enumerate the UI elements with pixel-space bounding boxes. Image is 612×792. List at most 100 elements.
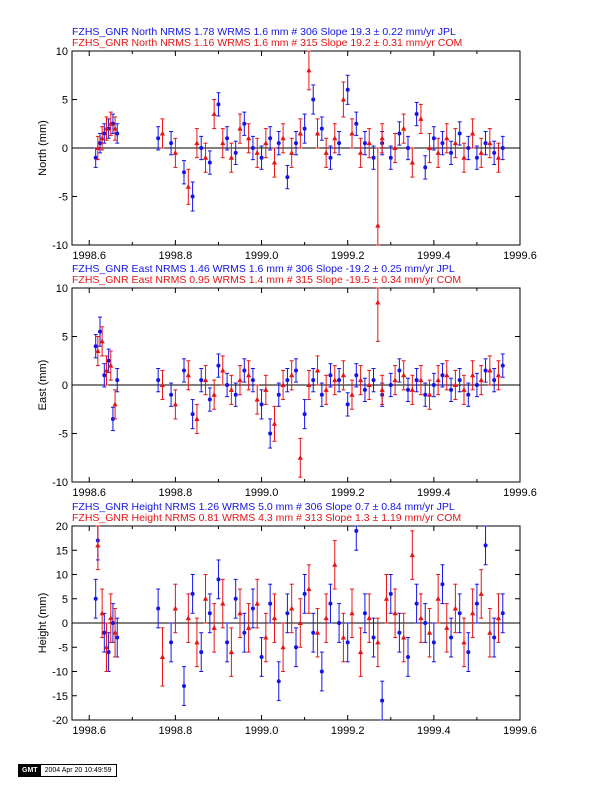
data-point	[383, 595, 390, 601]
data-point	[246, 625, 252, 630]
data-point	[169, 141, 174, 146]
data-point	[474, 601, 479, 606]
data-point	[371, 635, 376, 640]
data-point	[500, 611, 505, 616]
data-point	[289, 372, 295, 378]
data-point	[457, 611, 462, 616]
data-point	[194, 416, 200, 421]
data-point	[302, 126, 307, 131]
y-axis-label: Height (mm)	[37, 593, 49, 654]
data-point	[263, 140, 269, 146]
data-point	[93, 344, 98, 349]
data-point	[280, 382, 286, 387]
y-tick-label: 5	[62, 594, 68, 606]
data-point	[362, 611, 367, 616]
data-point	[409, 387, 415, 392]
data-point	[182, 170, 186, 175]
data-point	[159, 130, 166, 136]
data-point	[328, 601, 333, 606]
data-point	[449, 150, 454, 155]
data-point	[172, 605, 178, 611]
data-point	[102, 373, 107, 378]
x-tick-label: 1999.2	[331, 250, 365, 262]
data-point	[228, 154, 234, 160]
data-point	[470, 610, 476, 616]
data-point	[216, 363, 221, 368]
data-point	[199, 146, 204, 150]
data-point	[185, 184, 191, 189]
data-point	[95, 348, 101, 354]
y-axis-label: East (mm)	[37, 360, 49, 411]
data-point	[311, 378, 316, 383]
data-point	[406, 387, 410, 392]
data-point	[449, 387, 454, 392]
data-point	[254, 150, 260, 155]
data-point	[297, 454, 303, 460]
data-point	[93, 155, 98, 160]
data-point	[276, 679, 281, 684]
legend-entry: FZHS_GNR Height NRMS 0.81 WRMS 4.3 mm # …	[72, 512, 461, 524]
data-point	[108, 362, 114, 368]
y-tick-label: -5	[58, 642, 68, 654]
data-point	[276, 141, 281, 146]
data-point	[379, 135, 385, 141]
data-point	[207, 160, 212, 165]
data-point	[392, 377, 398, 383]
y-tick-label: 5	[62, 332, 68, 344]
data-point	[337, 141, 342, 146]
data-point	[202, 595, 209, 601]
data-point	[409, 159, 415, 165]
data-point	[345, 640, 350, 645]
data-point	[306, 67, 312, 73]
data-point	[366, 382, 372, 387]
data-point	[440, 141, 445, 146]
data-point	[220, 140, 226, 146]
data-point	[95, 542, 101, 548]
data-point	[392, 610, 398, 616]
data-point	[470, 130, 476, 136]
data-point	[478, 377, 484, 383]
series-jpl	[93, 316, 505, 449]
data-point	[418, 377, 424, 383]
data-point	[102, 131, 107, 136]
data-point	[182, 368, 186, 373]
data-point	[98, 141, 102, 146]
data-point	[199, 378, 204, 383]
data-point	[242, 121, 247, 126]
y-tick-label: -15	[52, 691, 68, 703]
data-point	[297, 620, 303, 625]
data-point	[159, 382, 166, 387]
data-point	[311, 97, 316, 102]
data-point	[207, 611, 212, 616]
data-point	[169, 640, 174, 645]
data-point	[452, 382, 458, 387]
y-tick-label: -5	[58, 192, 68, 204]
data-point	[461, 387, 467, 392]
data-point	[466, 650, 471, 655]
series-com	[95, 525, 502, 687]
data-point	[371, 378, 376, 383]
data-point	[431, 640, 436, 645]
x-tick-label: 1998.6	[72, 250, 106, 262]
data-point	[102, 630, 107, 635]
data-point	[349, 610, 355, 616]
data-point	[474, 383, 479, 387]
gmt-logo: GMT	[19, 765, 41, 776]
data-point	[337, 378, 342, 383]
data-point	[444, 135, 450, 141]
data-point	[323, 150, 329, 155]
x-tick-label: 1999.0	[245, 487, 279, 499]
data-point	[388, 155, 393, 160]
data-point	[246, 372, 252, 378]
data-point	[340, 372, 346, 378]
x-tick-label: 1998.8	[159, 250, 193, 262]
data-point	[194, 639, 200, 645]
data-point	[250, 378, 255, 383]
data-point	[435, 377, 441, 383]
x-tick-label: 1998.6	[72, 725, 106, 737]
data-point	[375, 639, 381, 645]
data-point	[199, 650, 204, 655]
legend-entry: FZHS_GNR North NRMS 1.16 WRMS 1.6 mm # 3…	[72, 37, 462, 49]
data-point	[314, 629, 321, 635]
data-point	[294, 368, 298, 373]
